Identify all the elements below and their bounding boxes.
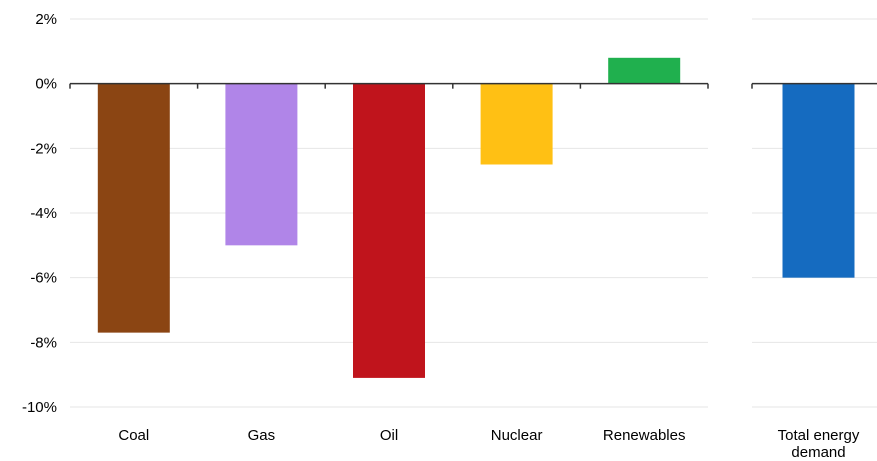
- bar-total-energy-demand: [782, 83, 855, 278]
- x-tick-label: Gas: [248, 427, 276, 444]
- gridlines: [70, 18, 877, 408]
- y-tick-label: -6%: [30, 270, 57, 287]
- y-tick-label: 0%: [35, 76, 57, 93]
- y-tick-label: 2%: [35, 11, 57, 28]
- y-tick-label: -4%: [30, 205, 57, 222]
- x-tick-label: Coal: [118, 427, 149, 444]
- bar-renewables: [608, 57, 681, 84]
- x-tick-label: Oil: [380, 427, 398, 444]
- zero-axis: [69, 82, 877, 89]
- x-axis-category-labels: Coal Gas Oil Nuclear Renewables Total energyd…: [118, 427, 859, 461]
- bar-gas: [225, 83, 298, 246]
- y-axis-tick-labels: 2% 0% -2% -4% -6% -8% -10%: [22, 11, 57, 416]
- bar-oil: [353, 83, 425, 378]
- bars: [97, 57, 855, 378]
- x-tick-label: Total energy: [778, 427, 860, 444]
- bar-coal: [97, 83, 170, 333]
- y-tick-label: -2%: [30, 140, 57, 157]
- x-tick-label: Nuclear: [491, 427, 543, 444]
- x-tick-label: Renewables: [603, 427, 686, 444]
- bar-nuclear: [480, 83, 553, 165]
- x-tick-label: demand: [791, 444, 845, 461]
- y-tick-label: -8%: [30, 334, 57, 351]
- y-tick-label: -10%: [22, 399, 57, 416]
